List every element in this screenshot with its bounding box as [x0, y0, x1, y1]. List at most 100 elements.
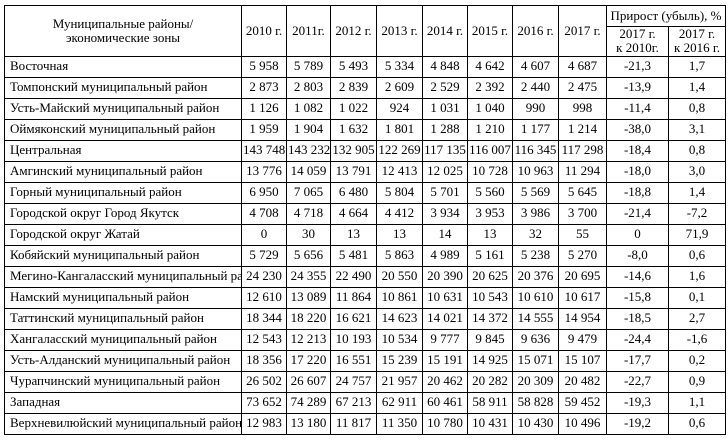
growth-2016-line1: 2017 г.	[678, 26, 716, 41]
year-value-cell: 12 213	[286, 328, 331, 351]
header-row-2: 2017 г. к 2010г. 2017 г. к 2016 г.	[5, 26, 727, 57]
year-value-cell: 24 757	[330, 370, 377, 393]
table-row: Хангаласский муниципальный район 12 543 12…	[4, 328, 727, 351]
growth-2016-line2: к 2016 г.	[674, 40, 720, 56]
year-value-cell: 13	[330, 223, 377, 246]
year-value-cell: 1 031	[422, 97, 468, 120]
year-value-cell: 10 496	[558, 412, 607, 435]
year-value-cell: 24 355	[286, 265, 331, 288]
row-label: Горный муниципальный район	[4, 181, 242, 204]
year-value-cell: 5 569	[512, 181, 559, 204]
growth-value-cell: -18,0	[606, 160, 669, 183]
table-row: Западная 73 652 74 289 67 213 62 911 60 461 58…	[4, 391, 727, 414]
year-value-cell: 5 958	[241, 55, 287, 78]
year-value-cell: 4 664	[330, 202, 377, 225]
year-value-cell: 1 959	[241, 118, 287, 141]
growth-value-cell: 0,8	[667, 139, 727, 162]
growth-value-cell: -19,2	[606, 412, 669, 435]
table-row: Верхневилюйский муниципальный район 12 98…	[4, 412, 727, 435]
year-value-cell: 5 481	[330, 244, 377, 267]
year-value-cell: 20 376	[512, 265, 559, 288]
year-value-cell: 116 007	[467, 139, 513, 162]
year-value-cell: 59 452	[558, 391, 607, 414]
year-value-cell: 14 021	[422, 307, 468, 330]
year-value-cell: 5 645	[558, 181, 607, 204]
year-value-cell: 5 493	[330, 55, 377, 78]
year-value-cell: 12 543	[241, 328, 287, 351]
year-value-cell: 4 708	[241, 202, 287, 225]
row-label: Кобяйский муниципальный район	[4, 244, 242, 267]
column-header-year-2011: 2011г.	[286, 5, 331, 57]
year-value-cell: 14 925	[467, 349, 513, 372]
growth-value-cell: 71,9	[667, 223, 727, 246]
year-value-cell: 3 986	[512, 202, 559, 225]
year-value-cell: 1 126	[241, 97, 287, 120]
year-value-cell: 16 551	[330, 349, 377, 372]
year-value-cell: 16 621	[330, 307, 377, 330]
year-value-cell: 22 490	[330, 265, 377, 288]
growth-value-cell: 1,4	[667, 76, 727, 99]
growth-value-cell: -14,6	[606, 265, 669, 288]
year-value-cell: 2 529	[422, 76, 468, 99]
year-value-cell: 10 193	[330, 328, 377, 351]
year-value-cell: 9 845	[467, 328, 513, 351]
year-value-cell: 13 089	[286, 286, 331, 309]
year-value-cell: 6 480	[330, 181, 377, 204]
year-value-cell: 9 777	[422, 328, 468, 351]
year-value-cell: 143 748	[241, 139, 287, 162]
year-value-cell: 2 839	[330, 76, 377, 99]
growth-value-cell: -17,7	[606, 349, 669, 372]
growth-value-cell: 0,6	[667, 412, 727, 435]
year-value-cell: 5 701	[422, 181, 468, 204]
table-body: Восточная 5 958 5 789 5 493 5 334 4 848 4 642 4…	[4, 55, 727, 435]
year-value-cell: 1 288	[422, 118, 468, 141]
table-row: Восточная 5 958 5 789 5 493 5 334 4 848 4 642 4…	[4, 55, 727, 78]
table-row: Центральная 143 748 143 232 132 905 122 269 1…	[4, 139, 727, 162]
year-value-cell: 10 631	[422, 286, 468, 309]
year-value-cell: 13 180	[286, 412, 331, 435]
year-value-cell: 117 298	[558, 139, 607, 162]
growth-value-cell: 3,0	[667, 160, 727, 183]
table-row: Усть-Майский муниципальный район 1 126 1 0…	[4, 97, 727, 120]
column-header-year-2017: 2017 г.	[558, 5, 607, 57]
table-row: Намский муниципальный район 12 610 13 089 1…	[4, 286, 727, 309]
year-value-cell: 18 344	[241, 307, 287, 330]
table-row: Мегино-Кангаласский муниципальный район 2…	[4, 265, 727, 288]
population-statistics-table: Муниципальные районы/экономические зоны …	[4, 5, 727, 435]
year-value-cell: 15 071	[512, 349, 559, 372]
column-header-year-2010: 2010 г.	[241, 5, 287, 57]
row-label: Городской округ Город Якутск	[4, 202, 242, 225]
year-value-cell: 2 392	[467, 76, 513, 99]
year-value-cell: 73 652	[241, 391, 287, 414]
column-header-year-2013: 2013 г.	[376, 5, 423, 57]
growth-2010-line2: к 2010г.	[616, 40, 659, 56]
year-value-cell: 132 905	[330, 139, 377, 162]
year-value-cell: 17 220	[286, 349, 331, 372]
year-value-cell: 11 294	[558, 160, 607, 183]
row-label: Мегино-Кангаласский муниципальный район	[4, 265, 242, 288]
year-value-cell: 143 232	[286, 139, 331, 162]
year-value-cell: 5 863	[376, 244, 423, 267]
year-value-cell: 2 873	[241, 76, 287, 99]
year-value-cell: 18 220	[286, 307, 331, 330]
table-row: Усть-Алданский муниципальный район 18 356…	[4, 349, 727, 372]
year-value-cell: 62 911	[376, 391, 423, 414]
year-value-cell: 10 610	[512, 286, 559, 309]
growth-value-cell: -18,5	[606, 307, 669, 330]
year-value-cell: 4 607	[512, 55, 559, 78]
row-label: Городской округ Жатай	[4, 223, 242, 246]
row-label: Верхневилюйский муниципальный район	[4, 412, 242, 435]
year-value-cell: 15 239	[376, 349, 423, 372]
year-value-cell: 20 625	[467, 265, 513, 288]
year-value-cell: 5 238	[512, 244, 559, 267]
growth-value-cell: -21,4	[606, 202, 669, 225]
year-value-cell: 5 804	[376, 181, 423, 204]
table-row: Городской округ Жатай 0 30 13 13 14 13 32 55 0 71,…	[4, 223, 727, 246]
year-value-cell: 998	[558, 97, 607, 120]
table-row: Кобяйский муниципальный район 5 729 5 656 5…	[4, 244, 727, 267]
column-header-growth-group: Прирост (убыль), %	[605, 5, 727, 27]
year-value-cell: 12 025	[422, 160, 468, 183]
year-value-cell: 10 534	[376, 328, 423, 351]
row-label: Оймяконский муниципальный район	[4, 118, 242, 141]
